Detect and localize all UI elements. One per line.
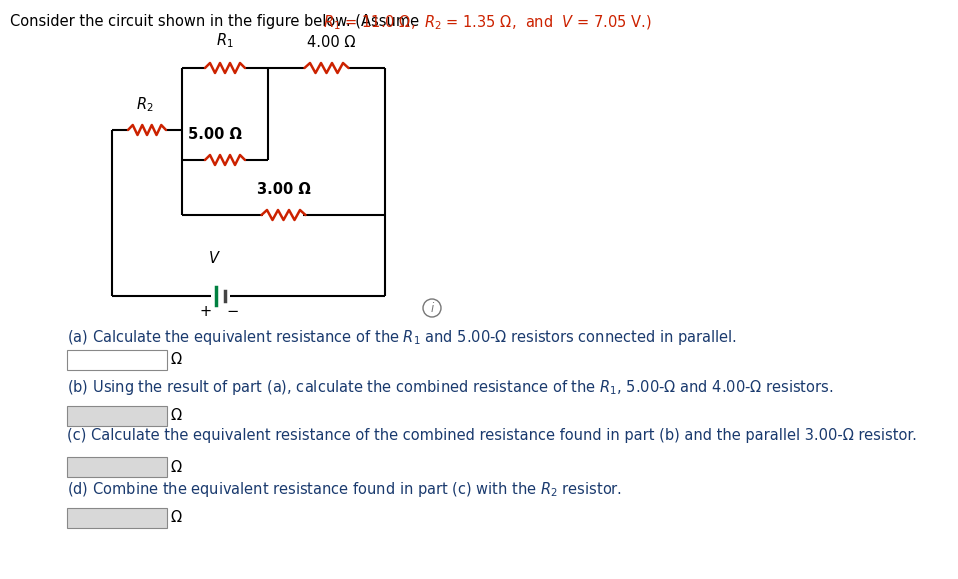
Text: $V$: $V$	[208, 250, 220, 266]
Text: Ω: Ω	[171, 353, 182, 368]
Text: $R_1$ = 11.0 Ω,  $R_2$ = 1.35 Ω,  and  $V$ = 7.05 V.): $R_1$ = 11.0 Ω, $R_2$ = 1.35 Ω, and $V$ …	[323, 14, 651, 32]
Text: Consider the circuit shown in the figure below. (Assume: Consider the circuit shown in the figure…	[10, 14, 423, 29]
Text: 3.00 Ω: 3.00 Ω	[257, 182, 310, 197]
Text: (c) Calculate the equivalent resistance of the combined resistance found in part: (c) Calculate the equivalent resistance …	[67, 428, 917, 443]
Text: Ω: Ω	[171, 409, 182, 423]
Text: −: −	[227, 305, 240, 320]
FancyBboxPatch shape	[67, 508, 167, 528]
Text: 4.00 Ω: 4.00 Ω	[308, 35, 355, 50]
Text: i: i	[430, 302, 434, 314]
FancyBboxPatch shape	[67, 457, 167, 477]
Text: (b) Using the result of part (a), calculate the combined resistance of the $R_1$: (b) Using the result of part (a), calcul…	[67, 378, 833, 397]
Text: (a) Calculate the equivalent resistance of the $R_1$ and 5.00-Ω resistors connec: (a) Calculate the equivalent resistance …	[67, 328, 737, 347]
Text: +: +	[200, 305, 212, 320]
Text: Ω: Ω	[171, 511, 182, 526]
Text: (d) Combine the equivalent resistance found in part (c) with the $R_2$ resistor.: (d) Combine the equivalent resistance fo…	[67, 480, 622, 499]
Text: $R_1$: $R_1$	[217, 31, 234, 50]
FancyBboxPatch shape	[67, 350, 167, 370]
Text: 5.00 Ω: 5.00 Ω	[188, 127, 242, 142]
Text: $R_2$: $R_2$	[136, 96, 154, 114]
FancyBboxPatch shape	[67, 406, 167, 426]
Text: Ω: Ω	[171, 460, 182, 475]
